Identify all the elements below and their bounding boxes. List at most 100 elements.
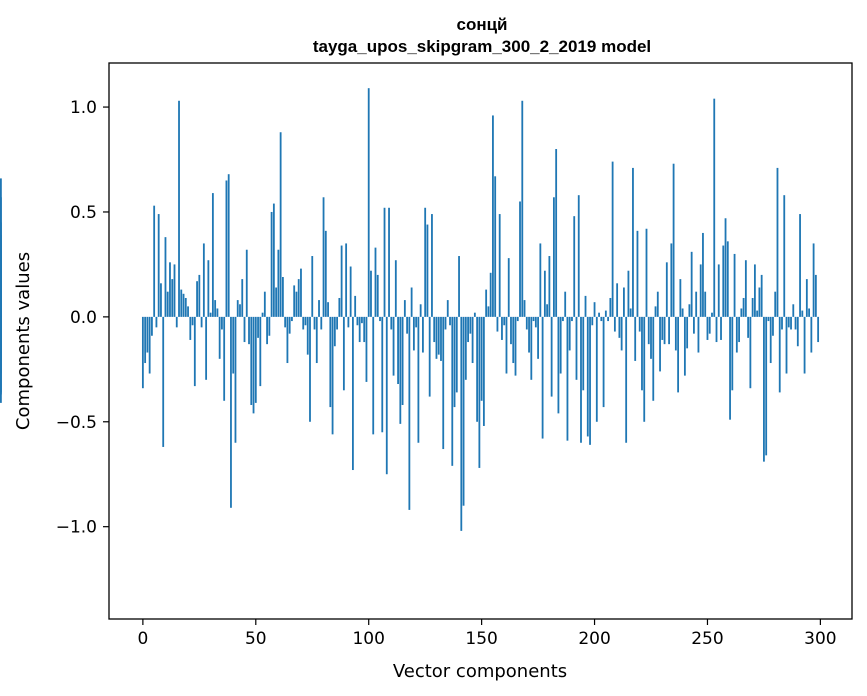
bar (577, 195, 580, 317)
x-tick-label: 0 (137, 629, 148, 649)
bar (403, 300, 406, 317)
bar (654, 306, 657, 317)
bar (302, 316, 305, 330)
bar (790, 316, 792, 330)
bar (602, 316, 605, 408)
bar (799, 214, 801, 317)
bar (688, 304, 691, 317)
bar (315, 316, 318, 364)
bar (738, 316, 740, 343)
y-tick-label: 0.0 (70, 308, 97, 328)
bar (464, 316, 467, 380)
bar (695, 291, 698, 317)
bar (729, 316, 731, 420)
bar (146, 316, 149, 353)
bar (559, 316, 562, 374)
bar (575, 316, 578, 380)
bar (153, 205, 156, 317)
bar (772, 316, 774, 336)
bar (293, 285, 296, 317)
bar (338, 297, 341, 317)
bar (817, 316, 820, 343)
bar (291, 316, 293, 322)
bar (189, 316, 192, 340)
bar (379, 316, 381, 322)
bar (151, 316, 153, 336)
bar (207, 260, 210, 317)
bar (774, 291, 777, 317)
bar (352, 316, 354, 471)
bar (211, 193, 214, 317)
bar (227, 174, 230, 317)
bar (582, 316, 585, 391)
bar (670, 243, 673, 317)
bar (625, 316, 628, 443)
bar (451, 316, 454, 466)
bar (408, 316, 411, 510)
bar (0, 316, 2, 328)
bar (650, 316, 652, 359)
bar (713, 98, 716, 317)
bar (374, 247, 377, 317)
bar (327, 302, 329, 317)
x-axis-label: Vector components (393, 661, 567, 682)
bar (422, 316, 424, 353)
bar (0, 316, 2, 345)
bar (272, 203, 275, 317)
bar (245, 249, 248, 317)
bar (275, 287, 278, 317)
bar (706, 316, 709, 340)
bar (498, 214, 501, 317)
bar (331, 316, 334, 435)
bar (446, 300, 449, 317)
bar (699, 264, 702, 317)
bar (763, 316, 765, 462)
bar (401, 316, 404, 405)
y-tick-label: 1.0 (70, 98, 97, 118)
bar (440, 316, 442, 361)
bar (573, 216, 576, 317)
bar (469, 316, 472, 334)
bar (668, 316, 670, 345)
bar (586, 316, 589, 437)
bar (647, 316, 650, 345)
bar (724, 218, 727, 317)
bar (747, 316, 750, 338)
bar (437, 316, 440, 355)
bar (663, 316, 666, 345)
bar (564, 291, 567, 317)
bar (778, 316, 781, 393)
bar (318, 300, 320, 317)
bar (539, 243, 542, 317)
bar (494, 176, 497, 317)
bar (566, 316, 569, 441)
bar (512, 316, 515, 364)
bar (516, 316, 519, 322)
bar (803, 316, 806, 374)
bar (356, 316, 359, 326)
bar (313, 316, 316, 330)
bar (223, 316, 226, 401)
bar (740, 308, 743, 317)
bar (641, 316, 643, 391)
bar (424, 207, 427, 317)
bar (623, 287, 625, 317)
bar (501, 316, 503, 340)
bar (0, 316, 2, 395)
bar (557, 316, 560, 414)
bar (333, 316, 336, 347)
bar (345, 243, 348, 317)
bar (455, 316, 458, 393)
bar (370, 270, 372, 317)
bar (686, 316, 689, 349)
bar (191, 316, 194, 326)
bar (157, 214, 160, 317)
bar (550, 316, 553, 397)
bar (342, 316, 345, 391)
bar (397, 316, 399, 385)
bar (252, 316, 255, 414)
bar (388, 207, 390, 317)
bar (243, 316, 246, 343)
bar (681, 308, 684, 317)
bar (284, 316, 287, 328)
